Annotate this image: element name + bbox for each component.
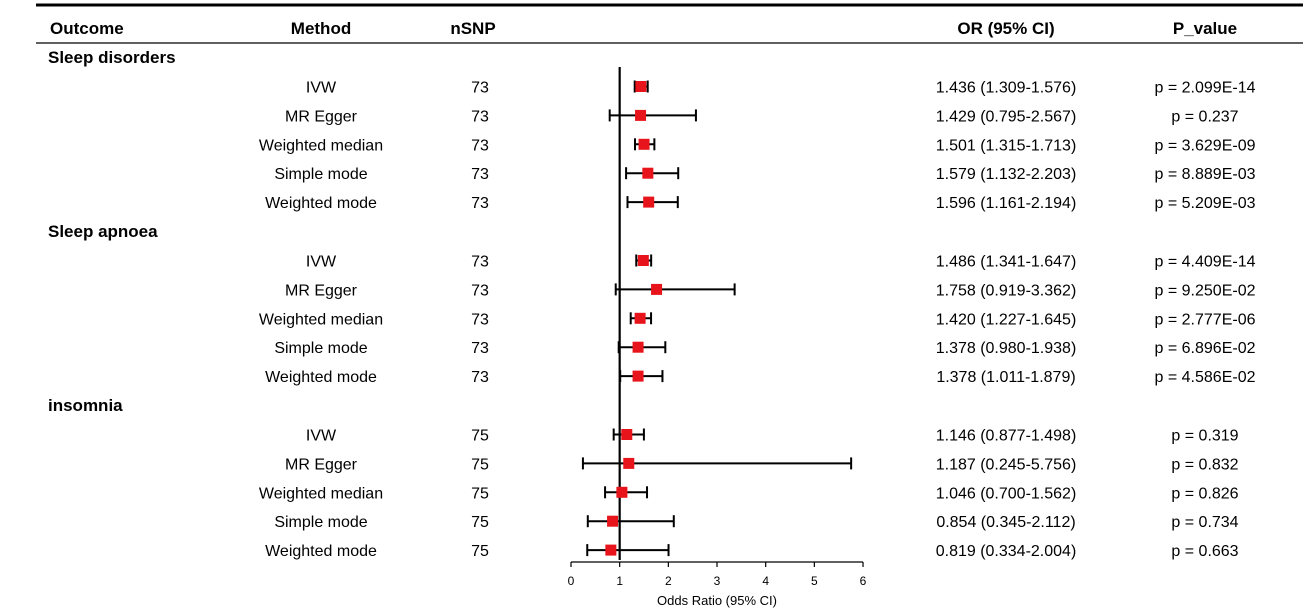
header-method: Method [291,19,351,38]
method-label: MR Egger [285,108,358,125]
x-tick-label: 4 [762,574,769,588]
nsnp-value: 73 [471,80,489,97]
or-ci-value: 1.378 (0.980-1.938) [936,340,1077,357]
or-ci-value: 1.378 (1.011-1.879) [936,369,1075,386]
or-ci-value: 1.046 (0.700-1.562) [936,485,1077,502]
p-value: p = 9.250E-02 [1155,282,1256,299]
x-axis: 0 1 2 3 4 5 6 Odds Ratio (95% CI) [568,561,867,608]
or-point-marker [605,544,617,556]
or-point-marker [634,312,646,324]
header-or-ci: OR (95% CI) [957,19,1054,38]
nsnp-value: 73 [471,282,489,299]
or-point-marker [638,138,650,150]
x-tick-label: 1 [616,574,623,588]
method-label: MR Egger [285,456,358,473]
or-point-marker [651,283,663,295]
method-label: IVW [306,428,337,445]
group-label: Sleep apnoea [48,222,158,241]
or-point-marker [621,429,633,440]
group-label: insomnia [48,396,123,415]
or-point-marker [643,196,655,208]
nsnp-value: 75 [471,456,489,473]
or-ci-value: 1.429 (0.795-2.567) [936,108,1077,125]
or-ci-value: 1.486 (1.341-1.647) [936,254,1077,271]
x-tick-label: 3 [714,574,721,588]
method-label: Simple mode [274,340,367,357]
nsnp-value: 75 [471,428,489,445]
p-value: p = 3.629E-09 [1155,137,1256,154]
method-label: IVW [306,80,337,97]
x-tick-label: 6 [860,574,867,588]
nsnp-value: 73 [471,254,489,271]
method-label: Weighted median [259,311,383,328]
or-point-marker [632,370,644,382]
p-value: p = 0.663 [1171,543,1238,560]
nsnp-value: 73 [471,311,489,328]
or-point-marker [616,486,628,498]
nsnp-value: 73 [471,195,489,212]
method-label: MR Egger [285,282,358,299]
or-ci-value: 1.420 (1.227-1.645) [936,311,1077,328]
or-point-marker [632,341,644,353]
p-value: p = 0.734 [1171,514,1238,531]
method-label: IVW [306,254,337,271]
method-label: Weighted median [259,137,383,154]
plot-area [581,67,853,560]
or-ci-value: 0.819 (0.334-2.004) [936,543,1077,560]
header-nsnp: nSNP [450,19,495,38]
nsnp-value: 75 [471,543,489,560]
x-tick-label: 2 [665,574,672,588]
header-p-value: P_value [1173,19,1237,38]
p-value: p = 0.826 [1171,485,1238,502]
or-point-marker [607,515,619,527]
p-value: p = 4.409E-14 [1155,254,1256,271]
p-value: p = 6.896E-02 [1155,340,1256,357]
or-ci-value: 0.854 (0.345-2.112) [936,514,1075,531]
method-label: Simple mode [274,514,367,531]
p-value: p = 4.586E-02 [1155,369,1256,386]
or-ci-value: 1.187 (0.245-5.756) [936,456,1077,473]
or-point-marker [623,457,635,469]
or-ci-value: 1.501 (1.315-1.713) [936,137,1077,154]
p-value: p = 0.237 [1171,108,1238,125]
table-body: Sleep disorders IVW 73 1.436 (1.309-1.576) p… [48,48,1256,560]
nsnp-value: 75 [471,485,489,502]
method-label: Weighted mode [265,369,377,386]
or-point-marker [635,81,647,92]
nsnp-value: 75 [471,514,489,531]
or-ci-value: 1.436 (1.309-1.576) [936,80,1077,97]
or-point-marker [637,255,649,266]
nsnp-value: 73 [471,340,489,357]
or-point-marker [642,167,654,179]
method-label: Weighted mode [265,195,377,212]
method-label: Weighted mode [265,543,377,560]
group-label: Sleep disorders [48,48,176,67]
x-tick-label: 5 [811,574,818,588]
x-tick-label: 0 [568,574,575,588]
method-label: Simple mode [274,166,367,183]
or-point-marker [635,109,647,121]
or-ci-value: 1.146 (0.877-1.498) [936,428,1077,445]
p-value: p = 8.889E-03 [1155,166,1256,183]
nsnp-value: 73 [471,369,489,386]
or-ci-value: 1.758 (0.919-3.362) [936,282,1077,299]
nsnp-value: 73 [471,137,489,154]
nsnp-value: 73 [471,108,489,125]
header-outcome: Outcome [50,19,124,38]
or-ci-value: 1.596 (1.161-2.194) [936,195,1077,212]
p-value: p = 0.319 [1171,428,1238,445]
x-axis-title: Odds Ratio (95% CI) [657,593,777,608]
or-ci-value: 1.579 (1.132-2.203) [936,166,1077,183]
p-value: p = 0.832 [1171,456,1238,473]
nsnp-value: 73 [471,166,489,183]
p-value: p = 5.209E-03 [1155,195,1256,212]
p-value: p = 2.099E-14 [1155,80,1256,97]
p-value: p = 2.777E-06 [1155,311,1256,328]
method-label: Weighted median [259,485,383,502]
